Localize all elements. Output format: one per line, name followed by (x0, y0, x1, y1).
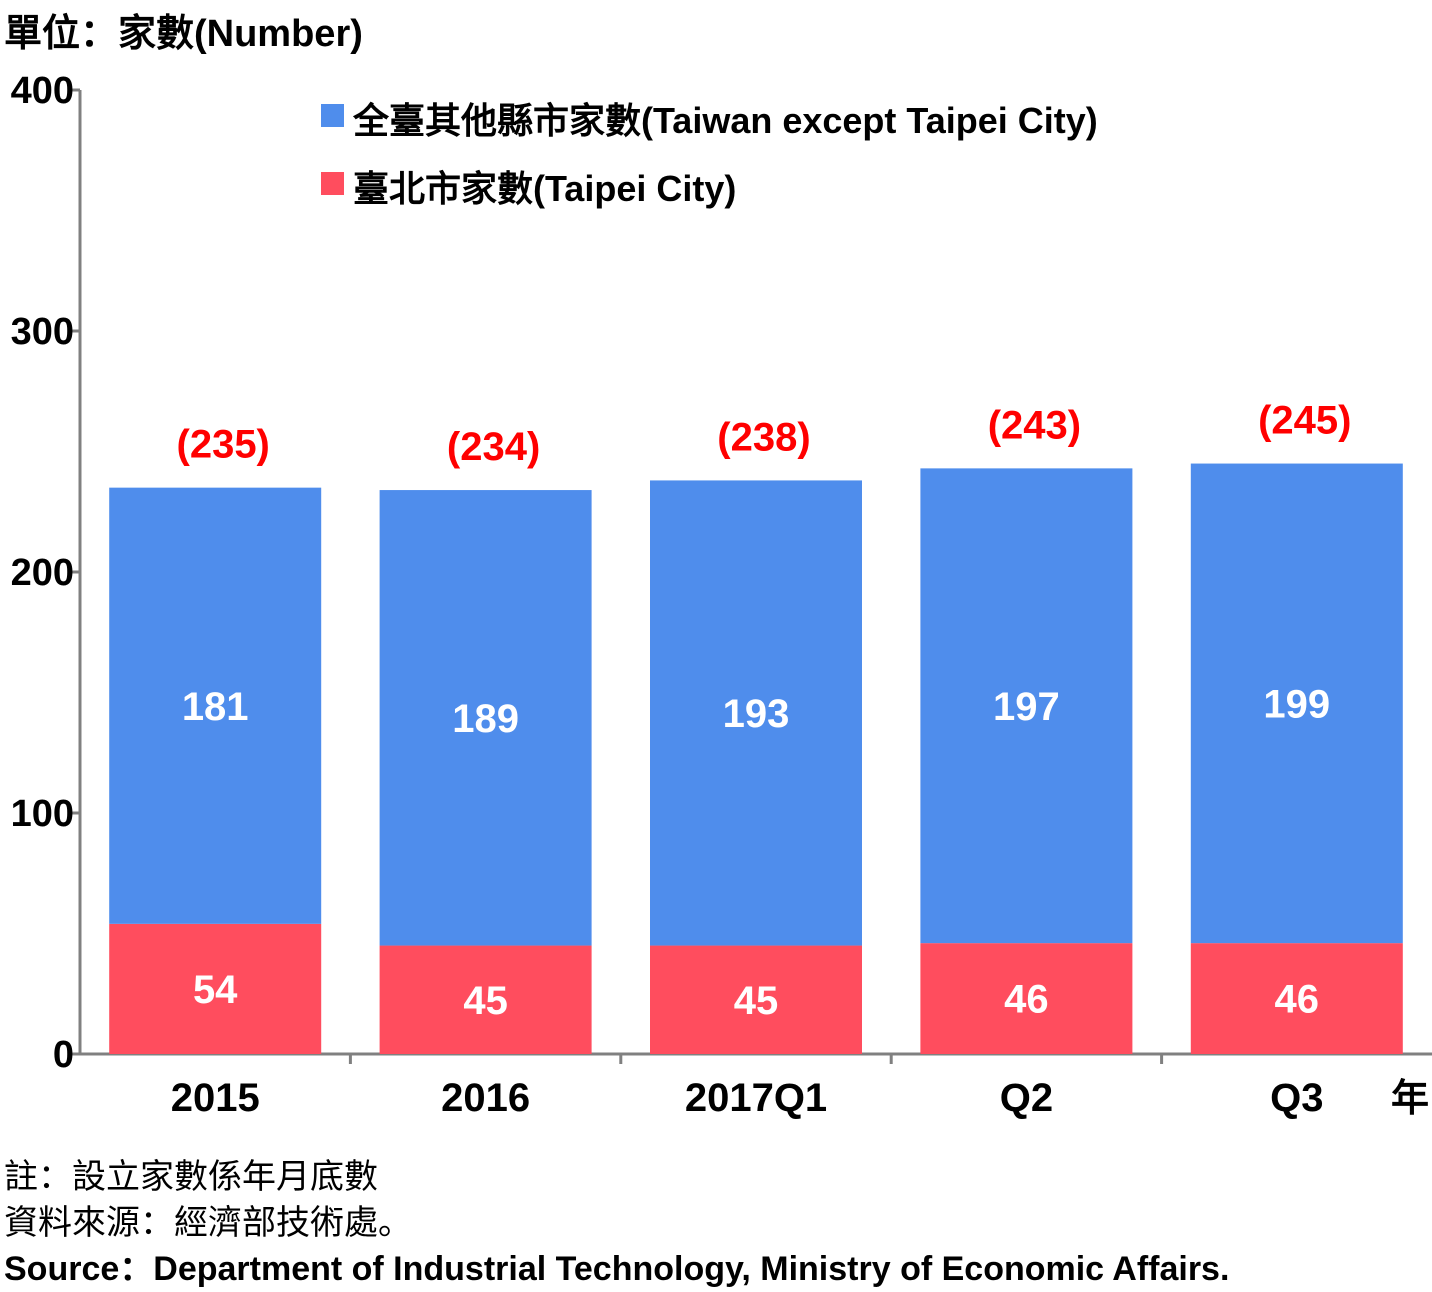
y-tick-label: 300 (11, 311, 74, 353)
total-label: (238) (717, 415, 810, 459)
y-tick-label: 400 (11, 70, 74, 112)
bar-taipei (1190, 943, 1403, 1054)
source-en-text: Source：Department of Industrial Technolo… (4, 1250, 1230, 1288)
bar-taiwan-other (650, 480, 862, 946)
bar-taipei (109, 923, 322, 1054)
data-label-taiwan-other: 193 (723, 692, 790, 736)
y-tick-label: 0 (53, 1034, 74, 1076)
note-text: 註：設立家數係年月底數 (4, 1158, 378, 1196)
stacked-bar-chart: 0 100 200 300 400 54 181 (235) 2015 45 189 (234) 201… (11, 70, 1432, 1120)
bar-taipei (920, 943, 1133, 1054)
legend-label: 臺北市家數(Taipei City) (353, 168, 736, 209)
y-tick-label: 200 (11, 552, 74, 594)
data-label-taipei: 46 (1275, 978, 1320, 1022)
bar-taipei (379, 945, 592, 1054)
data-label-taiwan-other: 199 (1263, 682, 1330, 726)
data-label-taipei: 45 (463, 979, 508, 1023)
bar-taiwan-other (379, 490, 592, 946)
unit-label: 單位：家數(Number) (4, 13, 363, 55)
bar-taiwan-other (1190, 463, 1403, 944)
x-tick-label: 2017Q1 (685, 1076, 827, 1120)
total-label: (243) (988, 403, 1081, 447)
legend-label: 全臺其他縣市家數(Taiwan except Taipei City) (352, 100, 1098, 141)
total-label: (245) (1258, 399, 1351, 443)
x-axis-suffix: 年 (1391, 1078, 1429, 1120)
legend-swatch (321, 172, 344, 195)
footnotes: 註：設立家數係年月底數 資料來源：經濟部技術處。 Source：Departme… (4, 1154, 1229, 1292)
x-tick-label: Q3 (1270, 1076, 1323, 1120)
total-label: (235) (177, 423, 270, 467)
x-tick-label: Q2 (1000, 1076, 1053, 1120)
y-tick-label: 100 (11, 793, 74, 835)
bar-taiwan-other (920, 468, 1133, 944)
data-label-taipei: 54 (193, 968, 238, 1012)
bar-taiwan-other (109, 487, 322, 924)
data-label-taiwan-other: 189 (452, 697, 519, 741)
legend-swatch (321, 104, 344, 127)
source-zh-text: 資料來源：經濟部技術處。 (4, 1204, 412, 1242)
data-label-taipei: 45 (734, 979, 779, 1023)
total-label: (234) (447, 425, 540, 469)
bar-taipei (650, 945, 862, 1054)
x-tick-label: 2016 (441, 1076, 530, 1120)
data-label-taipei: 46 (1004, 978, 1049, 1022)
data-label-taiwan-other: 181 (182, 685, 249, 729)
x-tick-label: 2015 (171, 1076, 260, 1120)
data-label-taiwan-other: 197 (993, 685, 1060, 729)
